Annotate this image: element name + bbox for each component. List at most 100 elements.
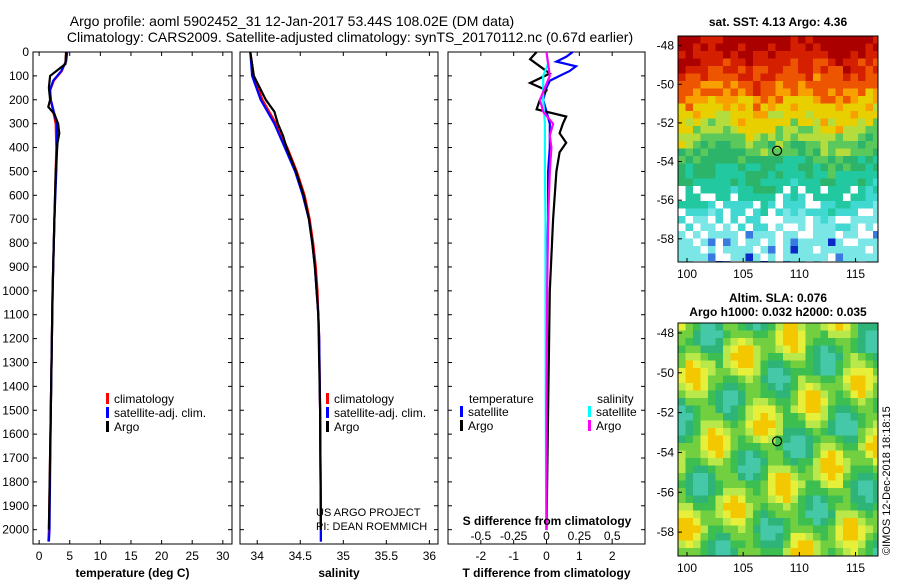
sst_map-cell [835, 156, 843, 164]
sst_map-cell [730, 88, 738, 96]
sla_map-cell [820, 480, 828, 488]
sla_map-cell [783, 428, 791, 436]
sla_map-cell [708, 383, 716, 391]
sla_map-cell [745, 465, 753, 473]
sla_map-cell [790, 450, 798, 458]
sst_map-cell [790, 118, 798, 126]
sla_map-cell [873, 443, 878, 451]
sst_map-cell [790, 111, 798, 119]
sla_map-cell [813, 413, 821, 421]
sla_map-cell [805, 360, 813, 368]
sla_map-cell [850, 518, 858, 526]
sst_map-cell [760, 216, 768, 224]
sla_map-cell [828, 435, 836, 443]
sla_map-cell [738, 480, 746, 488]
sla_map-cell [760, 480, 768, 488]
sst_map-cell [738, 103, 746, 111]
sst_map-cell [730, 171, 738, 179]
sla_map-cell [753, 375, 761, 383]
depth-tick-label: 1700 [2, 451, 29, 465]
figure-title-line1: Argo profile: aoml 5902452_31 12-Jan-201… [70, 13, 514, 29]
sla_map-cell [813, 323, 821, 331]
sla_map-cell [715, 510, 723, 518]
sla_map-cell [813, 405, 821, 413]
sst_map-cell [835, 88, 843, 96]
sst_map-cell [865, 253, 873, 261]
sla_map-cell [843, 330, 851, 338]
sla_map-cell [730, 548, 738, 556]
sst_map-cell [715, 156, 723, 164]
sst_map-cell [760, 141, 768, 149]
sla_map-cell [835, 368, 843, 376]
sla_map-cell [873, 540, 878, 548]
sst_map-cell [768, 43, 776, 51]
sst_map-cell [693, 208, 701, 216]
sst_map-cell [775, 43, 783, 51]
sla_map-cell [865, 353, 873, 361]
sla_map-cell [715, 435, 723, 443]
depth-tick-label: 0 [22, 45, 29, 59]
sla_map-cell [828, 495, 836, 503]
sla_map-cell [865, 405, 873, 413]
sst_map-cell [723, 163, 731, 171]
difference-xtick-label: -1 [508, 549, 519, 563]
temperature-xtick-label: 20 [155, 549, 169, 563]
sla_map-cell [730, 488, 738, 496]
sla_map-cell [738, 398, 746, 406]
sst_map-cell [813, 208, 821, 216]
sla_map-cell [828, 345, 836, 353]
sst_map-cell [843, 141, 851, 149]
sla_map-cell [760, 360, 768, 368]
sla_map-cell [700, 450, 708, 458]
sla_map-cell [865, 360, 873, 368]
sst_map-cell [730, 216, 738, 224]
sst_map-cell [685, 253, 693, 261]
sst_map-cell [843, 216, 851, 224]
sst_map-cell [798, 103, 806, 111]
sst_map-cell [813, 216, 821, 224]
sla_map-cell [790, 368, 798, 376]
sst_map-cell [835, 186, 843, 194]
sst_map-cell [768, 223, 776, 231]
sst_map-cell [865, 156, 873, 164]
sla_map-cell [738, 323, 746, 331]
sla_map-cell [685, 338, 693, 346]
sla_map-cell [805, 503, 813, 511]
sla_map-cell [790, 390, 798, 398]
sst_map-cell [678, 118, 686, 126]
sst_map-cell [858, 103, 866, 111]
sla_map-cell [783, 533, 791, 541]
sla_map-cell [693, 405, 701, 413]
sst_map-cell [753, 223, 761, 231]
sst_map-cell [828, 178, 836, 186]
sst_map-cell [768, 156, 776, 164]
sla_map-cell [805, 330, 813, 338]
sst_map-cell [843, 81, 851, 89]
sla_map-cell [798, 450, 806, 458]
sla_map-cell [775, 518, 783, 526]
sst_map-cell [768, 111, 776, 119]
sst_map-cell [783, 58, 791, 66]
sst_map-cell [873, 36, 878, 44]
sst_map-cell [828, 208, 836, 216]
sla_map-cell [783, 480, 791, 488]
sla_map-cell [813, 353, 821, 361]
sla_map-cell [783, 525, 791, 533]
depth-tick-label: 1400 [2, 379, 29, 393]
sla_map-cell [700, 330, 708, 338]
sst_map-cell [873, 73, 878, 81]
sst_map-cell [730, 36, 738, 44]
sst_map-cell [738, 171, 746, 179]
sla_map-cell [745, 503, 753, 511]
sst_map-cell [708, 231, 716, 239]
sla_map-cell [768, 383, 776, 391]
sla_map-cell [715, 405, 723, 413]
sst_map-cell [768, 171, 776, 179]
sla_map-cell [843, 405, 851, 413]
depth-tick-label: 500 [9, 164, 29, 178]
sla_map-cell [700, 495, 708, 503]
sst_map-cell [730, 231, 738, 239]
sst_map-cell [805, 66, 813, 74]
sla_map-cell [753, 405, 761, 413]
sst_map-cell [753, 178, 761, 186]
